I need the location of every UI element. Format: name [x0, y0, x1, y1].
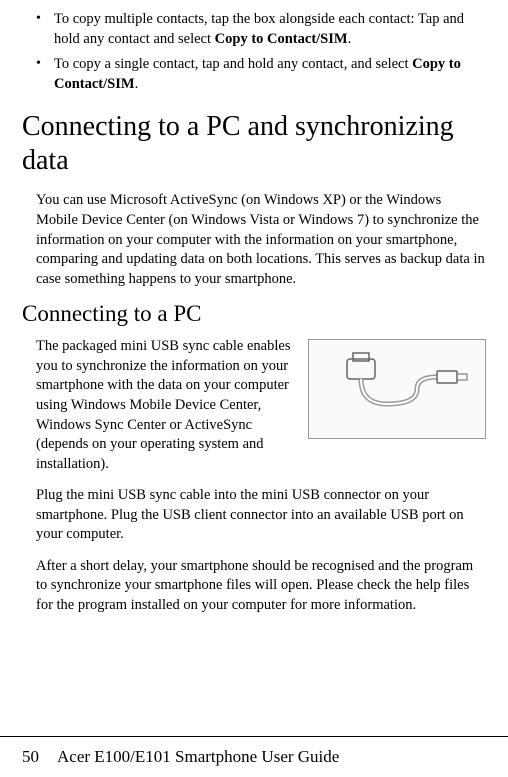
plug-paragraph: Plug the mini USB sync cable into the mi… [22, 486, 486, 545]
subsection-heading: Connecting to a PC [22, 301, 486, 327]
bullet-list: To copy multiple contacts, tap the box a… [22, 10, 486, 94]
bullet-text-suffix: . [348, 31, 352, 47]
section-heading: Connecting to a PC and synchronizing dat… [22, 110, 486, 177]
intro-paragraph: You can use Microsoft ActiveSync (on Win… [22, 191, 486, 289]
bullet-item: To copy a single contact, tap and hold a… [22, 55, 486, 94]
bullet-item: To copy multiple contacts, tap the box a… [22, 10, 486, 49]
usb-cable-illustration [308, 339, 486, 439]
bullet-text-prefix: To copy a single contact, tap and hold a… [54, 56, 412, 72]
page-footer: 50 Acer E100/E101 Smartphone User Guide [0, 736, 508, 767]
bullet-text-suffix: . [135, 76, 139, 92]
page-number: 50 [22, 747, 39, 767]
bullet-text-bold: Copy to Contact/SIM [215, 31, 348, 47]
delay-paragraph: After a short delay, your smartphone sho… [22, 557, 486, 616]
footer-title: Acer E100/E101 Smartphone User Guide [57, 747, 339, 766]
cable-icon [317, 349, 477, 429]
